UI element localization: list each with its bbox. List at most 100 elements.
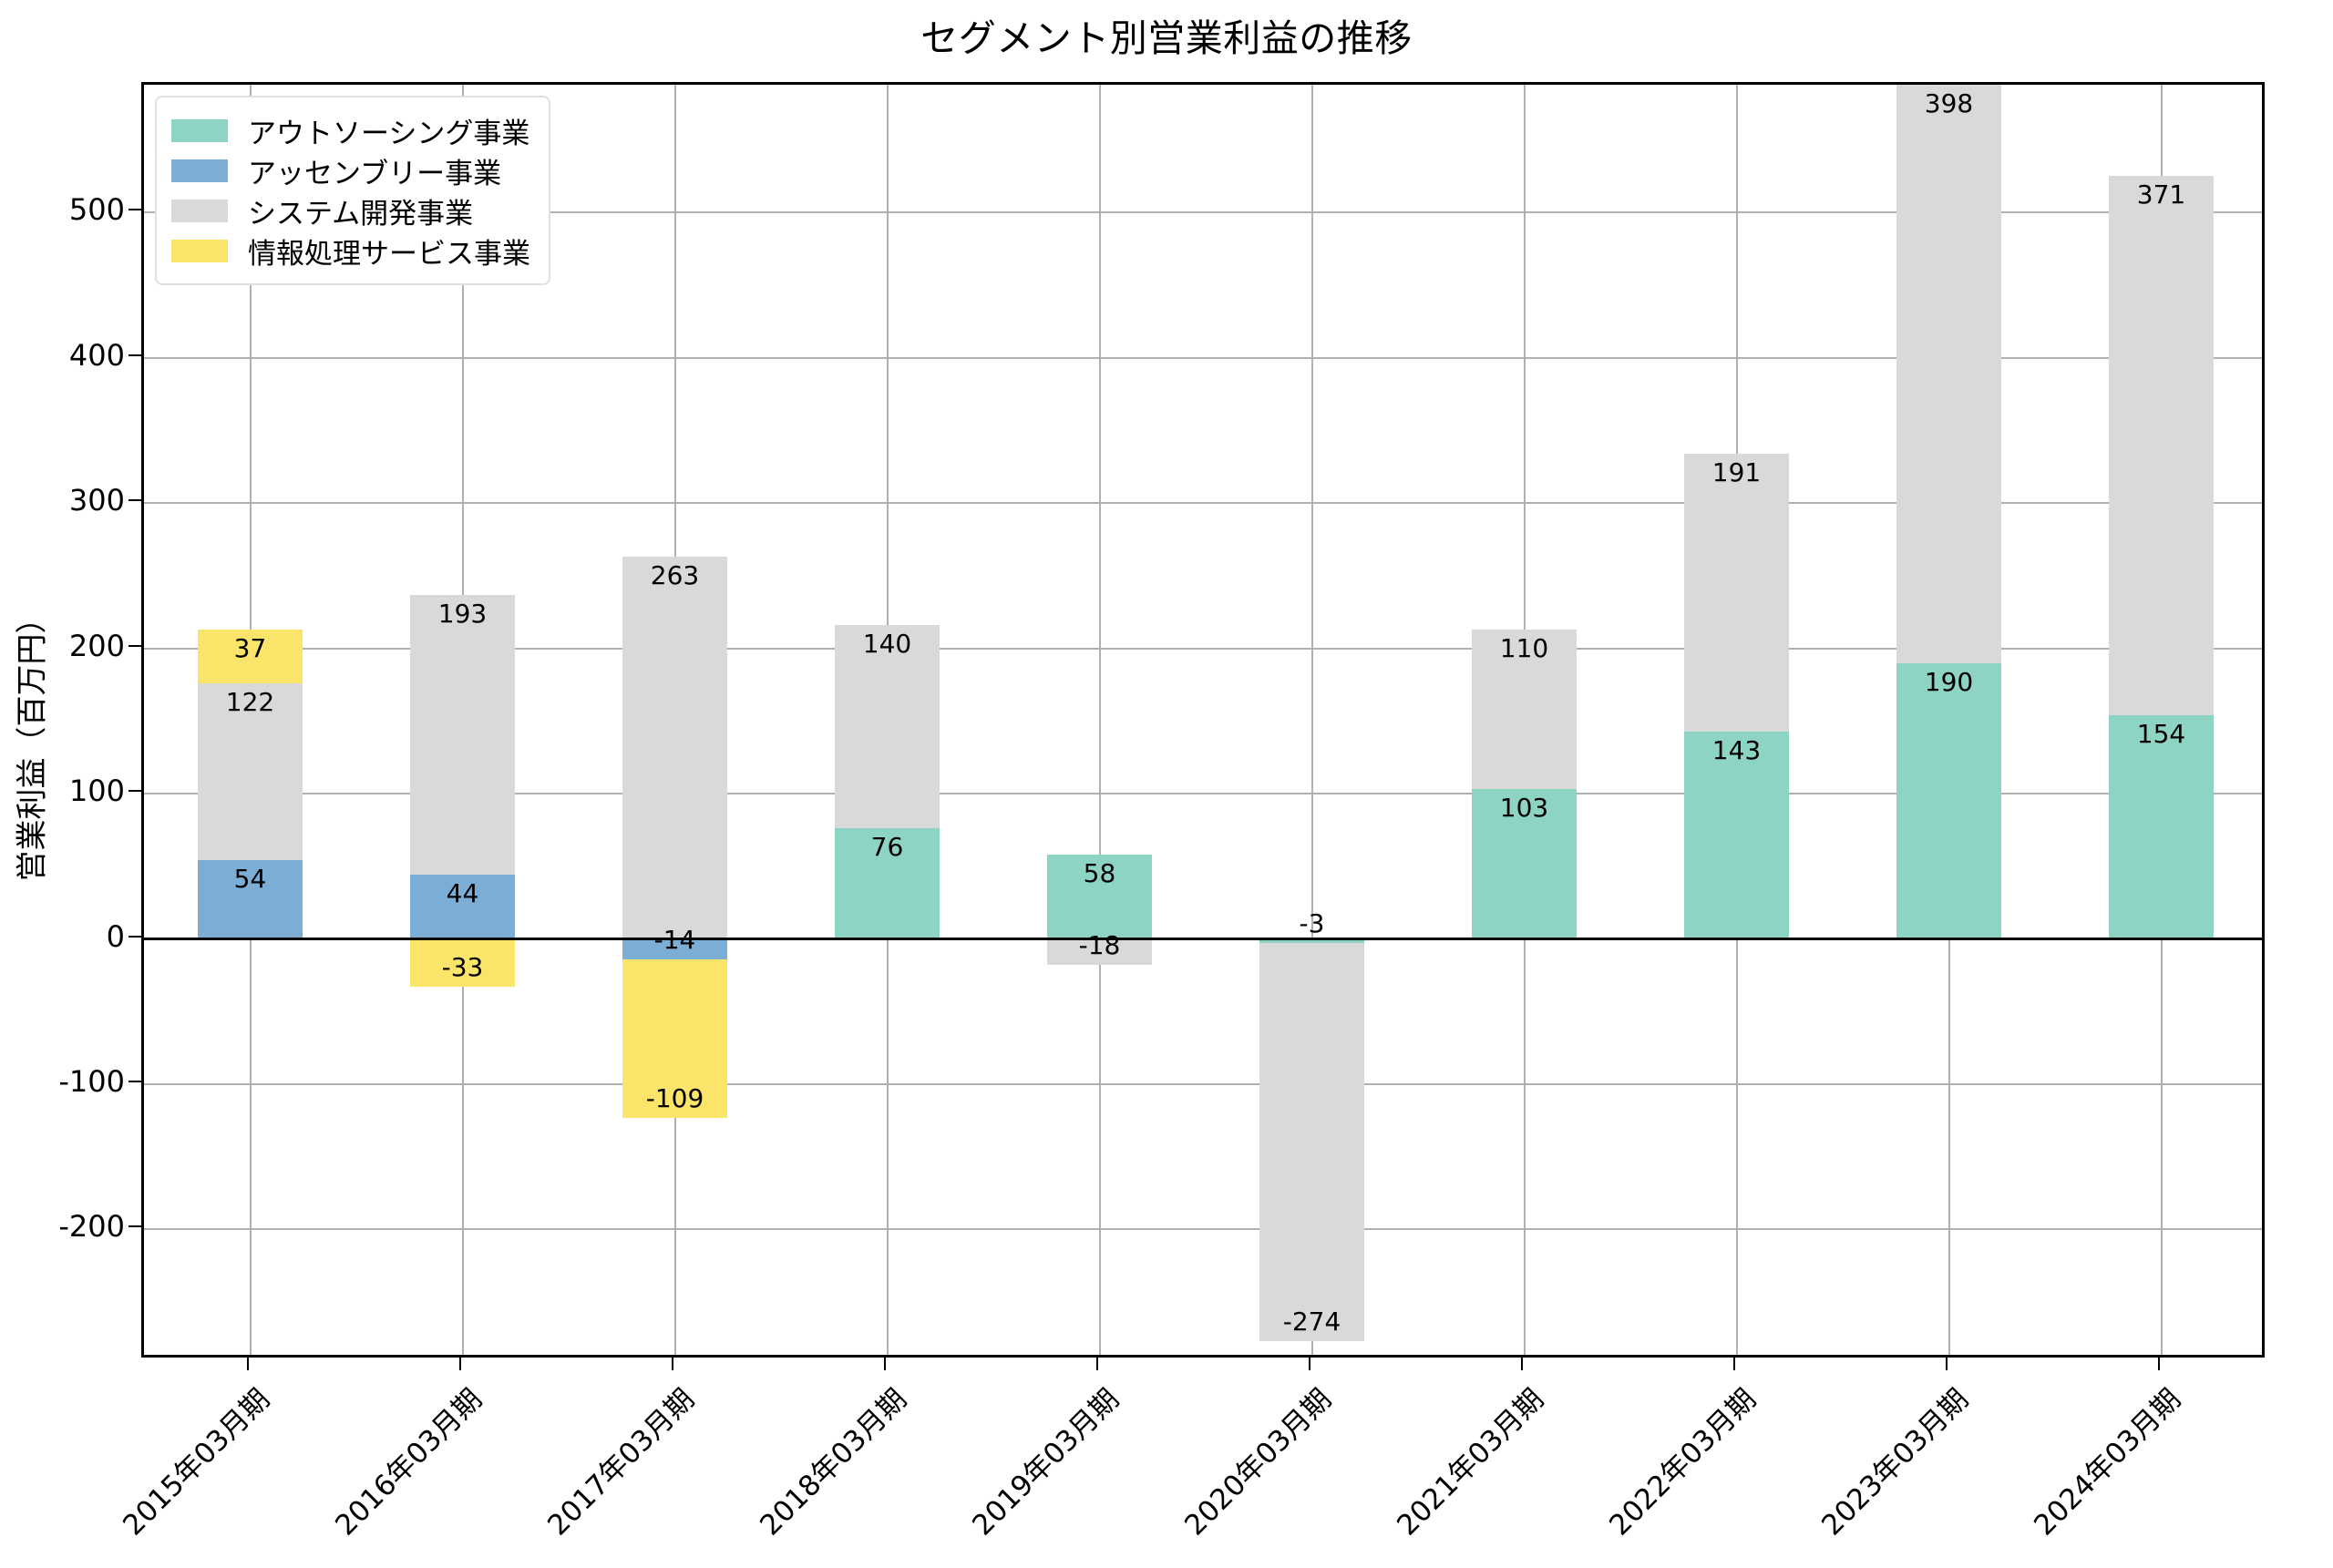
- x-axis-tick-label: 2020年03月期: [1177, 1382, 1338, 1542]
- x-axis-tick-label: 2017年03月期: [540, 1382, 701, 1542]
- bar-value-label: 263: [650, 560, 700, 591]
- bar-segment[interactable]: [1259, 938, 1364, 944]
- y-axis-tick-mark: [128, 935, 141, 938]
- bar-segment[interactable]: [835, 625, 940, 829]
- chart-legend: アウトソーシング事業 アッセンブリー事業 システム開発事業情報処理サービス事業: [155, 96, 550, 285]
- bar-segment[interactable]: [410, 875, 515, 939]
- x-axis-tick-mark: [1520, 1358, 1523, 1370]
- bar-segment[interactable]: [1896, 662, 2001, 939]
- bar-segment[interactable]: [1684, 731, 1789, 939]
- y-axis-tick-label: 400: [68, 337, 125, 373]
- bar-value-label: 191: [1711, 457, 1762, 487]
- bar-value-label: -274: [1282, 1307, 1341, 1337]
- bar-value-label: 44: [446, 878, 479, 909]
- bar-segment[interactable]: [410, 938, 515, 988]
- bar-segment[interactable]: [835, 828, 940, 939]
- bar-value-label: 143: [1711, 734, 1762, 765]
- legend-item-label: システム開発事業: [248, 197, 474, 231]
- gridline-horizontal: [144, 211, 2262, 214]
- y-axis-tick-mark: [128, 354, 141, 356]
- y-axis-tick-mark: [128, 1081, 141, 1083]
- legend-item[interactable]: 情報処理サービス事業: [171, 231, 530, 271]
- legend-item-label: 情報処理サービス事業: [248, 237, 530, 271]
- y-axis-tick-label: -100: [58, 1064, 125, 1100]
- gridline-horizontal: [144, 1228, 2262, 1231]
- bar-value-label: -18: [1078, 930, 1121, 961]
- bar-segment[interactable]: [1047, 855, 1152, 939]
- y-axis-tick-mark: [128, 644, 141, 647]
- bar-segment[interactable]: [622, 938, 727, 959]
- y-axis-tick-label: 0: [106, 918, 125, 954]
- x-axis-tick-mark: [458, 1358, 461, 1370]
- legend-item[interactable]: アッセンブリー事業: [171, 150, 530, 190]
- x-axis-tick-label: 2023年03月期: [1814, 1382, 1975, 1542]
- x-axis-tick-label: 2016年03月期: [328, 1382, 488, 1542]
- legend-item-label: アッセンブリー事業: [248, 157, 502, 190]
- bar-segment[interactable]: [1259, 943, 1364, 1342]
- y-axis-tick-label: 300: [68, 483, 125, 518]
- legend-item-label: アウトソーシング事業: [248, 117, 530, 150]
- bar-value-label: 154: [2136, 719, 2186, 750]
- x-axis-tick-mark: [671, 1358, 673, 1370]
- x-axis-tick-mark: [1945, 1358, 1948, 1370]
- bar-value-label: 58: [1083, 858, 1116, 889]
- y-axis-tick-label: -200: [58, 1209, 125, 1245]
- y-axis-tick-label: 200: [68, 628, 125, 663]
- bar-value-label: 103: [1499, 793, 1549, 824]
- legend-item[interactable]: システム開発事業: [171, 190, 530, 231]
- bar-value-label: -14: [653, 924, 696, 955]
- y-axis-tick-mark: [128, 1225, 141, 1228]
- y-axis-title: 営業利益（百万円）: [14, 602, 51, 882]
- bar-value-label: 190: [1924, 666, 1974, 697]
- y-axis-tick-label: 100: [68, 774, 125, 809]
- bar-segment[interactable]: [1047, 938, 1152, 966]
- bar-value-label: -3: [1299, 908, 1325, 939]
- x-axis-tick-mark: [883, 1358, 886, 1370]
- x-axis-tick-label: 2019年03月期: [965, 1382, 1125, 1542]
- x-axis-tick-label: 2018年03月期: [753, 1382, 913, 1542]
- legend-color-swatch: [171, 159, 228, 182]
- x-axis-tick-mark: [2157, 1358, 2160, 1370]
- bar-value-label: 122: [225, 686, 275, 717]
- bar-value-label: 76: [870, 832, 904, 863]
- y-axis-tick-label: 500: [68, 192, 125, 228]
- bar-segment[interactable]: [2109, 176, 2214, 716]
- gridline-vertical: [1310, 85, 1313, 1355]
- x-axis-tick-mark: [1732, 1358, 1735, 1370]
- bar-segment[interactable]: [198, 860, 303, 939]
- zero-line: [144, 938, 2262, 941]
- legend-color-swatch: [171, 239, 228, 262]
- bar-segment[interactable]: [2109, 715, 2214, 939]
- legend-item[interactable]: アウトソーシング事業: [171, 110, 530, 150]
- x-axis-tick-mark: [1095, 1358, 1098, 1370]
- bar-segment[interactable]: [1472, 789, 1577, 939]
- bar-value-label: 371: [2136, 179, 2186, 210]
- x-axis-tick-label: 2022年03月期: [1602, 1382, 1763, 1542]
- bar-segment[interactable]: [622, 958, 727, 1118]
- x-axis-tick-label: 2021年03月期: [1390, 1382, 1550, 1542]
- bar-value-label: 110: [1499, 632, 1549, 663]
- bar-segment[interactable]: [1684, 454, 1789, 732]
- y-axis-tick-mark: [128, 209, 141, 211]
- gridline-horizontal: [144, 647, 2262, 650]
- bar-value-label: -33: [441, 952, 484, 983]
- bar-segment[interactable]: [1896, 85, 2001, 663]
- legend-color-swatch: [171, 199, 228, 222]
- x-axis-tick-label: 2024年03月期: [2027, 1382, 2187, 1542]
- bar-value-label: 398: [1924, 88, 1974, 118]
- gridline-horizontal: [144, 1083, 2262, 1086]
- gridline-horizontal: [144, 356, 2262, 359]
- gridline-horizontal: [144, 502, 2262, 505]
- bar-segment[interactable]: [198, 682, 303, 861]
- gridline-vertical: [1098, 85, 1101, 1355]
- y-axis-tick-mark: [128, 790, 141, 793]
- x-axis-tick-mark: [1308, 1358, 1310, 1370]
- bar-segment[interactable]: [1472, 629, 1577, 790]
- chart-title: セグメント別営業利益の推移: [920, 16, 1413, 60]
- bar-value-label: 193: [437, 598, 488, 629]
- bar-segment[interactable]: [622, 557, 727, 939]
- bar-value-label: 140: [862, 629, 912, 660]
- bar-segment[interactable]: [198, 629, 303, 683]
- bar-segment[interactable]: [410, 594, 515, 876]
